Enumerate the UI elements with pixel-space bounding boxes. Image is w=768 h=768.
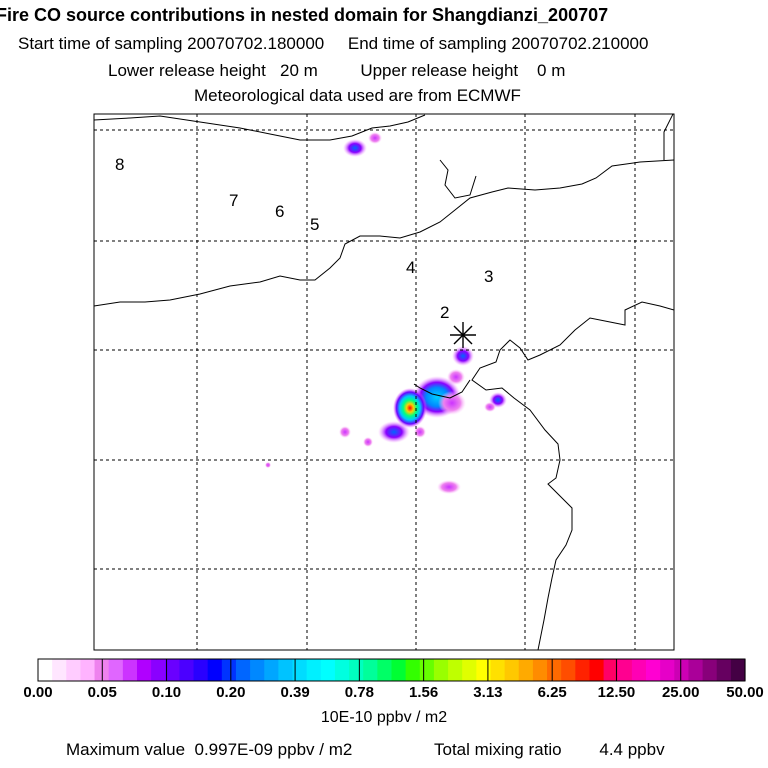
release-height-line: Lower release height 20 m Upper release …: [108, 61, 768, 81]
colorbar-swatch: [617, 659, 633, 681]
trajectory-label-2: 2: [440, 303, 449, 322]
colorbar-swatch: [334, 659, 350, 681]
colorbar-swatch: [419, 659, 435, 681]
colorbar-swatch: [38, 659, 53, 681]
colorbar-swatch: [179, 659, 195, 681]
coastlines: [94, 114, 674, 650]
colorbar-swatch: [730, 659, 746, 681]
map-frame: [93, 113, 675, 651]
trajectory-label-4: 4: [406, 258, 415, 277]
colorbar-swatch: [532, 659, 548, 681]
colorbar-swatch: [688, 659, 704, 681]
site-marker-icon: [450, 322, 476, 348]
colorbar-swatch: [80, 659, 96, 681]
colorbar-swatch: [52, 659, 67, 681]
total-mixing-label: Total mixing ratio: [434, 740, 562, 759]
colorbar-swatch: [504, 659, 520, 681]
colorbar-swatch: [674, 659, 690, 681]
end-time-label: End time of sampling: [347, 34, 507, 53]
colorbar-label: 6.25: [537, 684, 567, 701]
lower-height-label: Lower release height: [108, 61, 266, 80]
met-data-line: Meteorological data used are from ECMWF: [194, 86, 521, 105]
colorbar-swatch: [547, 659, 562, 681]
colorbar-swatch: [136, 659, 152, 681]
colorbar-swatch: [151, 659, 166, 681]
colorbar-label: 0.78: [344, 684, 374, 701]
colorbar-swatch: [108, 659, 124, 681]
colorbar-label: 1.56: [409, 684, 439, 701]
colorbar-swatch: [448, 659, 463, 681]
colorbar-swatch: [363, 659, 378, 681]
colorbar-swatch: [405, 659, 421, 681]
colorbar-swatch: [490, 659, 506, 681]
total-mixing-line: Total mixing ratio 4.4 ppbv: [434, 740, 665, 760]
colorbar-swatch: [716, 659, 732, 681]
start-time-value: 20070702.180000: [187, 34, 325, 53]
colorbar-swatch: [589, 659, 605, 681]
colorbar-swatch: [518, 659, 534, 681]
colorbar-swatch: [462, 659, 477, 681]
colorbar-swatch: [193, 659, 209, 681]
colorbar-label: 12.50: [597, 684, 636, 701]
colorbar-swatch: [221, 659, 237, 681]
upper-height-value: 0 m: [537, 61, 566, 80]
colorbar-swatch: [264, 659, 279, 681]
end-time-value: 20070702.210000: [511, 34, 649, 53]
colorbar-swatch: [250, 659, 265, 681]
sampling-time-line: Start time of sampling 20070702.180000 E…: [18, 34, 768, 54]
colorbar-swatch: [278, 659, 294, 681]
trajectory-labels: 8 7 6 5 4 3 2: [115, 155, 493, 322]
colorbar-swatch: [631, 659, 647, 681]
colorbar-units: 10E-10 ppbv / m2: [320, 709, 448, 726]
colorbar-swatch: [575, 659, 591, 681]
map-title: Fire CO source contributions in nested d…: [0, 5, 609, 25]
max-value: 0.997E-09 ppbv / m2: [194, 740, 353, 759]
trajectory-label-6: 6: [275, 202, 284, 221]
plume-layer: [265, 132, 507, 494]
colorbar-swatch: [235, 659, 251, 681]
colorbar-swatch: [603, 659, 619, 681]
colorbar-label: 0.05: [87, 684, 117, 701]
trajectory-label-7: 7: [229, 191, 238, 210]
colorbar-label: 0.10: [151, 684, 182, 701]
lower-height-value: 20 m: [280, 61, 318, 80]
colorbar-swatch: [561, 659, 576, 681]
colorbar-swatch: [476, 659, 492, 681]
trajectory-label-3: 3: [484, 267, 493, 286]
colorbar-swatch: [320, 659, 336, 681]
colorbar-label: 3.13: [473, 684, 503, 701]
colorbar-swatch: [391, 659, 407, 681]
max-value-line: Maximum value 0.997E-09 ppbv / m2: [66, 740, 352, 760]
colorbar-label: 0.20: [216, 684, 246, 701]
colorbar-label: 0.00: [23, 684, 53, 701]
colorbar-swatch: [66, 659, 82, 681]
colorbar-swatch: [207, 659, 223, 681]
total-mixing-value: 4.4 ppbv: [599, 740, 665, 759]
colorbar-label: 25.00: [661, 684, 700, 701]
colorbar-swatch: [433, 659, 449, 681]
colorbar-frame: [37, 658, 746, 682]
colorbar: [37, 658, 746, 682]
trajectory-label-8: 8: [115, 155, 124, 174]
colorbar-swatch: [702, 659, 718, 681]
max-value-label: Maximum value: [66, 740, 186, 759]
colorbar-swatch: [349, 659, 364, 681]
colorbar-swatch: [646, 659, 661, 681]
trajectory-label-5: 5: [310, 215, 319, 234]
colorbar-swatch: [306, 659, 322, 681]
colorbar-swatch: [377, 659, 393, 681]
colorbar-swatch: [660, 659, 675, 681]
upper-height-label: Upper release height: [360, 61, 519, 80]
start-time-label: Start time of sampling: [18, 34, 183, 53]
colorbar-label: 50.00: [726, 684, 764, 701]
colorbar-swatch: [292, 659, 308, 681]
colorbar-swatch: [122, 659, 138, 681]
colorbar-swatch: [165, 659, 180, 681]
colorbar-label: 0.39: [280, 684, 310, 701]
grid-lines: [94, 114, 674, 650]
